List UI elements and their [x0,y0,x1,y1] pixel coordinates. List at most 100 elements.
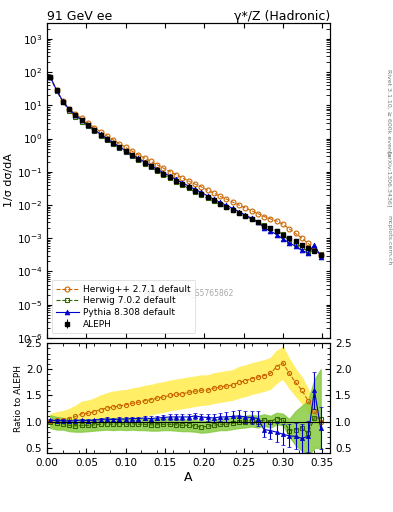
Herwig 7.0.2 default [61,99,65,105]
Herwig 7.0.2 default [167,175,172,181]
Herwig++ 2.7.1 default [293,230,298,237]
Herwig++ 2.7.1 default [318,251,323,258]
Herwig++ 2.7.1 default [224,196,229,202]
Herwig++ 2.7.1 default [54,87,59,93]
Herwig 7.0.2 default [281,231,285,238]
X-axis label: A: A [184,471,193,484]
Herwig 7.0.2 default [306,249,310,255]
Pythia 8.308 default [218,199,222,205]
Pythia 8.308 default [224,202,229,208]
Herwig++ 2.7.1 default [180,175,185,181]
Pythia 8.308 default [274,231,279,238]
Pythia 8.308 default [312,242,317,248]
Herwig 7.0.2 default [73,114,78,120]
Pythia 8.308 default [180,180,185,186]
Pythia 8.308 default [268,228,273,234]
Pythia 8.308 default [199,189,204,196]
Herwig 7.0.2 default [205,195,210,201]
Pythia 8.308 default [249,215,254,221]
Herwig 7.0.2 default [54,88,59,94]
Pythia 8.308 default [142,159,147,165]
Herwig 7.0.2 default [312,247,317,253]
Herwig++ 2.7.1 default [149,158,153,164]
Legend: Herwig++ 2.7.1 default, Herwig 7.0.2 default, Pythia 8.308 default, ALEPH: Herwig++ 2.7.1 default, Herwig 7.0.2 def… [51,280,195,333]
Pythia 8.308 default [130,152,134,158]
Herwig++ 2.7.1 default [299,235,304,241]
Herwig++ 2.7.1 default [105,133,109,139]
Herwig++ 2.7.1 default [79,115,84,121]
Pythia 8.308 default [306,250,310,256]
Text: ALEPH_2004_S5765862: ALEPH_2004_S5765862 [143,288,234,297]
Herwig++ 2.7.1 default [255,210,260,217]
Y-axis label: 1/σ dσ/dA: 1/σ dσ/dA [4,154,14,207]
Pythia 8.308 default [211,196,216,202]
Text: γ*/Z (Hadronic): γ*/Z (Hadronic) [234,10,330,23]
Pythia 8.308 default [174,176,178,182]
Herwig++ 2.7.1 default [249,208,254,214]
Pythia 8.308 default [92,126,97,133]
Herwig 7.0.2 default [92,128,97,134]
Pythia 8.308 default [293,243,298,249]
Herwig 7.0.2 default [224,204,229,210]
Pythia 8.308 default [299,247,304,253]
Text: Rivet 3.1.10, ≥ 600k events: Rivet 3.1.10, ≥ 600k events [386,69,391,157]
Herwig 7.0.2 default [155,168,160,174]
Herwig 7.0.2 default [98,133,103,139]
Pythia 8.308 default [186,183,191,189]
Herwig++ 2.7.1 default [199,184,204,190]
Pythia 8.308 default [281,236,285,242]
Herwig++ 2.7.1 default [243,205,248,211]
Pythia 8.308 default [262,225,266,231]
Herwig 7.0.2 default [67,108,72,114]
Herwig++ 2.7.1 default [174,172,178,178]
Pythia 8.308 default [73,112,78,118]
Herwig 7.0.2 default [105,137,109,143]
Herwig 7.0.2 default [299,244,304,250]
Herwig 7.0.2 default [149,164,153,170]
Pythia 8.308 default [161,169,166,176]
Pythia 8.308 default [79,117,84,123]
Pythia 8.308 default [86,122,90,128]
Pythia 8.308 default [237,208,241,215]
Herwig 7.0.2 default [161,172,166,178]
Herwig++ 2.7.1 default [136,152,141,158]
Pythia 8.308 default [105,136,109,142]
Herwig++ 2.7.1 default [111,137,116,143]
Herwig 7.0.2 default [218,201,222,207]
Pythia 8.308 default [318,253,323,260]
Pythia 8.308 default [48,74,53,80]
Herwig++ 2.7.1 default [186,178,191,184]
Herwig 7.0.2 default [111,141,116,147]
Herwig 7.0.2 default [318,251,323,257]
Herwig 7.0.2 default [117,145,122,151]
Herwig++ 2.7.1 default [73,111,78,117]
Herwig 7.0.2 default [193,189,197,195]
Line: Pythia 8.308 default: Pythia 8.308 default [48,74,323,259]
Herwig 7.0.2 default [123,149,128,155]
Text: mcplots.cern.ch: mcplots.cern.ch [386,216,391,266]
Pythia 8.308 default [111,140,116,146]
Pythia 8.308 default [67,106,72,113]
Line: Herwig++ 2.7.1 default: Herwig++ 2.7.1 default [48,75,323,257]
Herwig 7.0.2 default [130,153,134,159]
Herwig++ 2.7.1 default [167,168,172,175]
Pythia 8.308 default [255,219,260,225]
Herwig 7.0.2 default [230,207,235,214]
Herwig++ 2.7.1 default [287,226,292,232]
Pythia 8.308 default [117,144,122,150]
Herwig 7.0.2 default [48,74,53,80]
Pythia 8.308 default [155,166,160,172]
Herwig++ 2.7.1 default [230,199,235,205]
Herwig++ 2.7.1 default [117,141,122,147]
Pythia 8.308 default [54,87,59,93]
Herwig++ 2.7.1 default [205,187,210,193]
Herwig 7.0.2 default [262,222,266,228]
Herwig++ 2.7.1 default [155,162,160,168]
Herwig++ 2.7.1 default [67,105,72,112]
Pythia 8.308 default [193,186,197,192]
Herwig++ 2.7.1 default [130,148,134,154]
Text: 91 GeV ee: 91 GeV ee [47,10,112,23]
Herwig 7.0.2 default [237,210,241,217]
Pythia 8.308 default [98,131,103,137]
Herwig++ 2.7.1 default [268,216,273,222]
